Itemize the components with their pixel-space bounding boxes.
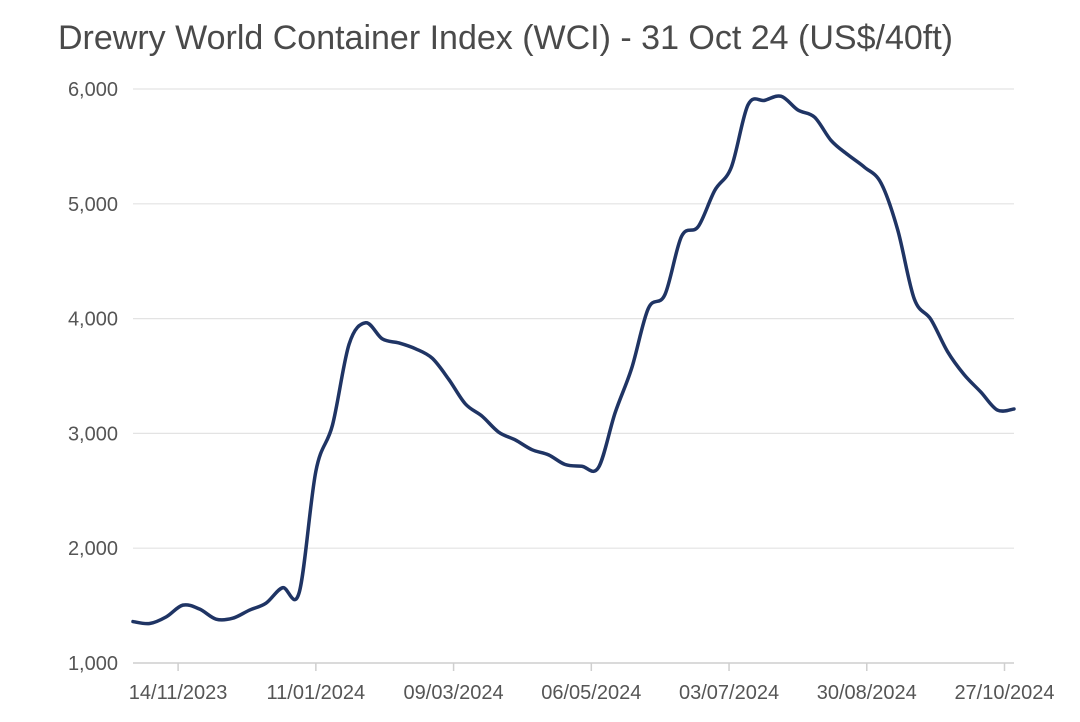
data-point (661, 291, 669, 299)
x-tick-label: 27/10/2024 (954, 682, 1054, 704)
data-point (761, 96, 769, 104)
data-point (561, 461, 569, 469)
x-tick-label: 14/11/2023 (129, 682, 228, 704)
data-point (960, 371, 968, 379)
data-point (811, 113, 819, 121)
data-point (594, 464, 602, 472)
data-point (777, 92, 785, 100)
data-point (727, 163, 735, 171)
data-point (927, 315, 935, 323)
y-tick-label: 3,000 (68, 423, 118, 445)
gridlines (133, 88, 1014, 664)
data-point (711, 186, 719, 194)
data-point (245, 606, 253, 614)
data-point (445, 375, 453, 383)
data-point (212, 615, 220, 623)
data-point (146, 620, 154, 628)
data-point (794, 106, 802, 114)
x-tick-label: 09/03/2024 (404, 682, 504, 704)
data-point (910, 295, 918, 303)
y-tick-label: 1,000 (68, 653, 118, 675)
data-point (162, 613, 170, 621)
chart-title: Drewry World Container Index (WCI) - 31 … (58, 19, 953, 57)
data-point (129, 618, 137, 626)
y-tick-label: 5,000 (68, 194, 118, 216)
data-point (195, 605, 203, 613)
data-point (378, 335, 386, 343)
data-point (478, 412, 486, 420)
data-point (694, 223, 702, 231)
data-point (312, 467, 320, 475)
data-point (279, 584, 287, 592)
x-tick-label: 03/07/2024 (679, 682, 779, 704)
data-point (844, 151, 852, 159)
data-point (229, 614, 237, 622)
x-tick-label: 06/05/2024 (541, 682, 641, 704)
y-tick-label: 2,000 (68, 538, 118, 560)
data-point (611, 409, 619, 417)
data-point (362, 319, 370, 327)
data-point (495, 428, 503, 436)
series-line (131, 94, 1016, 626)
plot-area (129, 92, 1018, 628)
data-point (1010, 405, 1018, 413)
data-point (993, 406, 1001, 414)
y-axis: 1,000 2,000 3,000 4,000 5,000 6,000 (68, 79, 118, 675)
data-point (295, 588, 303, 596)
x-axis: 14/11/2023 11/01/2024 09/03/2024 06/05/2024… (129, 662, 1055, 704)
data-point (345, 340, 353, 348)
data-point (328, 421, 336, 429)
data-point (528, 446, 536, 454)
y-tick-label: 6,000 (68, 79, 118, 101)
data-point (179, 601, 187, 609)
data-point (894, 226, 902, 234)
data-point (628, 364, 636, 372)
data-point (262, 599, 270, 607)
data-point (412, 345, 420, 353)
y-tick-label: 4,000 (68, 309, 118, 331)
data-point (877, 179, 885, 187)
data-point (644, 305, 652, 313)
data-point (461, 400, 469, 408)
data-point (395, 339, 403, 347)
data-point (827, 137, 835, 145)
data-point (511, 436, 519, 444)
data-point (678, 232, 686, 240)
x-tick-label: 30/08/2024 (817, 682, 917, 704)
data-point (944, 348, 952, 356)
data-point (860, 163, 868, 171)
x-tick-label: 11/01/2024 (267, 682, 366, 704)
data-point (578, 462, 586, 470)
data-point (977, 388, 985, 396)
data-point (428, 354, 436, 362)
data-point (744, 101, 752, 109)
data-point (545, 451, 553, 459)
